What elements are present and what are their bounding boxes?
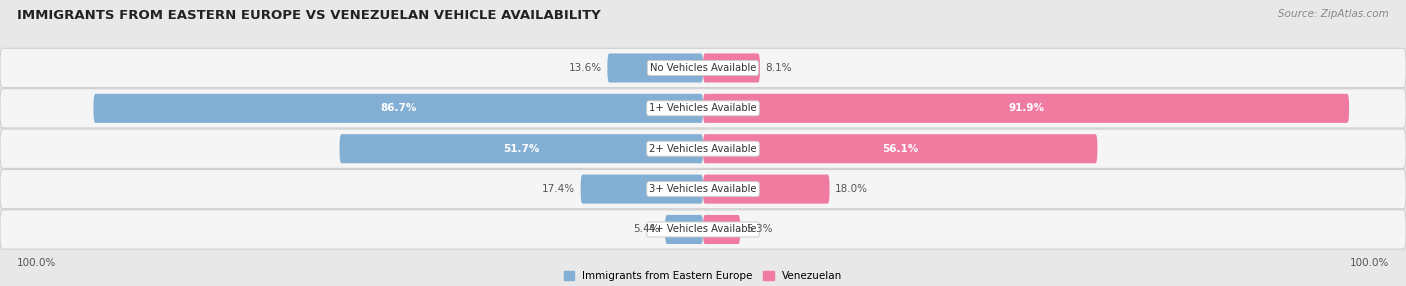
Text: Source: ZipAtlas.com: Source: ZipAtlas.com (1278, 9, 1389, 19)
FancyBboxPatch shape (703, 174, 830, 204)
Text: 4+ Vehicles Available: 4+ Vehicles Available (650, 225, 756, 235)
Text: 86.7%: 86.7% (380, 103, 416, 113)
Text: 8.1%: 8.1% (765, 63, 792, 73)
FancyBboxPatch shape (0, 89, 1406, 128)
FancyBboxPatch shape (703, 53, 759, 82)
Text: 100.0%: 100.0% (1350, 258, 1389, 268)
Text: No Vehicles Available: No Vehicles Available (650, 63, 756, 73)
FancyBboxPatch shape (703, 215, 741, 244)
FancyBboxPatch shape (0, 129, 1406, 168)
FancyBboxPatch shape (581, 174, 703, 204)
FancyBboxPatch shape (93, 94, 703, 123)
FancyBboxPatch shape (703, 134, 1098, 163)
FancyBboxPatch shape (0, 170, 1406, 209)
Text: IMMIGRANTS FROM EASTERN EUROPE VS VENEZUELAN VEHICLE AVAILABILITY: IMMIGRANTS FROM EASTERN EUROPE VS VENEZU… (17, 9, 600, 21)
Legend: Immigrants from Eastern Europe, Venezuelan: Immigrants from Eastern Europe, Venezuel… (564, 271, 842, 281)
Text: 17.4%: 17.4% (541, 184, 575, 194)
FancyBboxPatch shape (607, 53, 703, 82)
FancyBboxPatch shape (0, 210, 1406, 249)
FancyBboxPatch shape (703, 94, 1350, 123)
FancyBboxPatch shape (665, 215, 703, 244)
Text: 3+ Vehicles Available: 3+ Vehicles Available (650, 184, 756, 194)
Text: 56.1%: 56.1% (882, 144, 918, 154)
FancyBboxPatch shape (340, 134, 703, 163)
Text: 5.3%: 5.3% (747, 225, 772, 235)
Text: 51.7%: 51.7% (503, 144, 540, 154)
Text: 91.9%: 91.9% (1008, 103, 1045, 113)
FancyBboxPatch shape (0, 48, 1406, 88)
Text: 13.6%: 13.6% (568, 63, 602, 73)
Text: 2+ Vehicles Available: 2+ Vehicles Available (650, 144, 756, 154)
Text: 5.4%: 5.4% (633, 225, 659, 235)
Text: 18.0%: 18.0% (835, 184, 868, 194)
Text: 100.0%: 100.0% (17, 258, 56, 268)
Text: 1+ Vehicles Available: 1+ Vehicles Available (650, 103, 756, 113)
